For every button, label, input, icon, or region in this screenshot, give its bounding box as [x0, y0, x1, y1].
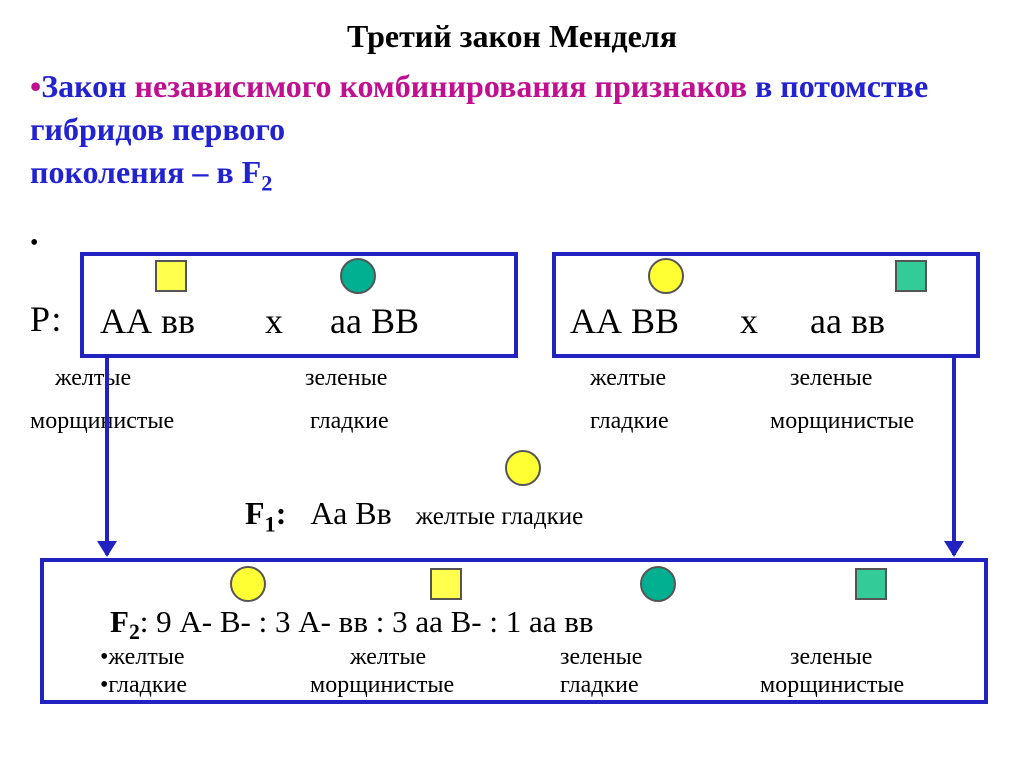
f2-ph-1a: •желтые: [100, 644, 185, 671]
f2-ph-1b: •гладкие: [100, 672, 187, 699]
f2-shape-4: [855, 568, 887, 600]
f2-ph-2b: морщинистые: [310, 672, 454, 699]
f2-ph-2a: желтые: [350, 644, 426, 671]
f2-shape-2: [430, 568, 462, 600]
f1-row: F1: Аа Вв желтые гладкие: [245, 495, 583, 537]
p2-x: х: [740, 300, 758, 342]
p1-x: х: [265, 300, 283, 342]
phen-yellow-2: желтые: [590, 365, 666, 392]
yellow-circle-icon: [648, 258, 684, 294]
phen-smooth-1: гладкие: [310, 408, 389, 435]
phen-yellow-1: желтые: [55, 365, 131, 392]
f2-ph-3a: зеленые: [560, 644, 642, 671]
p2-geno1: АА ВВ: [570, 300, 679, 342]
law-text: •Закон независимого комбинирования призн…: [0, 55, 1024, 199]
f2-shape-1: [230, 566, 266, 602]
arrow-left: [105, 355, 109, 555]
phen-wrinkled-1: морщинистые: [30, 408, 174, 435]
yellow-square-icon: [155, 260, 187, 292]
phen-wrinkled-2: морщинистые: [770, 408, 914, 435]
phen-green-1: зеленые: [305, 365, 387, 392]
f2-ph-4b: морщинистые: [760, 672, 904, 699]
p1-geno2: аа ВВ: [330, 300, 419, 342]
green-square-icon: [895, 260, 927, 292]
f2-shape-3: [640, 566, 676, 602]
p2-geno2: аа вв: [810, 300, 885, 342]
f2-ph-3b: гладкие: [560, 672, 639, 699]
phen-smooth-2: гладкие: [590, 408, 669, 435]
green-circle-icon: [340, 258, 376, 294]
arrow-right: [952, 355, 956, 555]
f2-ratio: F2: 9 А- В- : 3 А- вв : 3 аа В- : 1 аа в…: [110, 604, 594, 645]
f2-ph-4a: зеленые: [790, 644, 872, 671]
p-label: Р:: [30, 298, 61, 340]
yellow-circle-f1: [505, 450, 541, 486]
phen-green-2: зеленые: [790, 365, 872, 392]
slide-title: Третий закон Менделя: [0, 0, 1024, 55]
bullet-empty: •: [30, 230, 38, 257]
p1-geno1: АА вв: [100, 300, 195, 342]
